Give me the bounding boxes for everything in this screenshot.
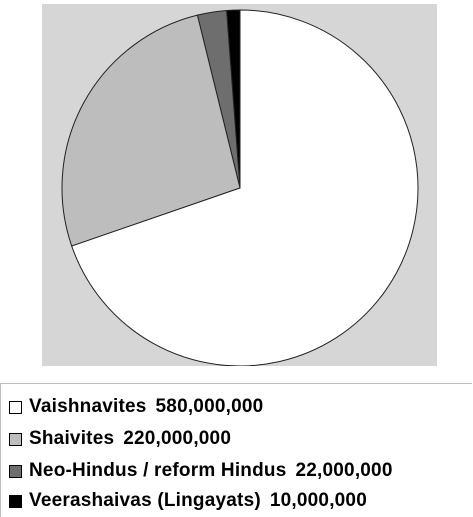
- legend-swatch-shaivites: [9, 432, 22, 446]
- legend-label-vaishnavites: Vaishnavites 580,000,000: [29, 396, 264, 417]
- legend-label-neo-hindus: Neo-Hindus / reform Hindus 22,000,000: [29, 460, 393, 481]
- legend-swatch-veerashaivas: [9, 494, 22, 508]
- legend-item-veerashaivas: Veerashaivas (Lingayats) 10,000,000: [9, 488, 367, 514]
- pie-slice-shaivites: [61, 14, 241, 247]
- legend-item-shaivites: Shaivites 220,000,000: [9, 426, 231, 452]
- legend-label-shaivites: Shaivites 220,000,000: [29, 428, 232, 449]
- pie-slice-vaishnavites: [71, 9, 419, 366]
- legend-item-vaishnavites: Vaishnavites 580,000,000: [9, 394, 263, 420]
- plot-area: [42, 4, 437, 366]
- legend-label-veerashaivas: Veerashaivas (Lingayats) 10,000,000: [29, 490, 367, 511]
- legend: Vaishnavites 580,000,000 Shaivites 220,000…: [0, 383, 472, 517]
- pie-chart: [61, 9, 419, 366]
- legend-swatch-neo-hindus: [9, 464, 22, 478]
- legend-item-neo-hindus: Neo-Hindus / reform Hindus 22,000,000: [9, 458, 393, 484]
- legend-swatch-vaishnavites: [9, 400, 22, 414]
